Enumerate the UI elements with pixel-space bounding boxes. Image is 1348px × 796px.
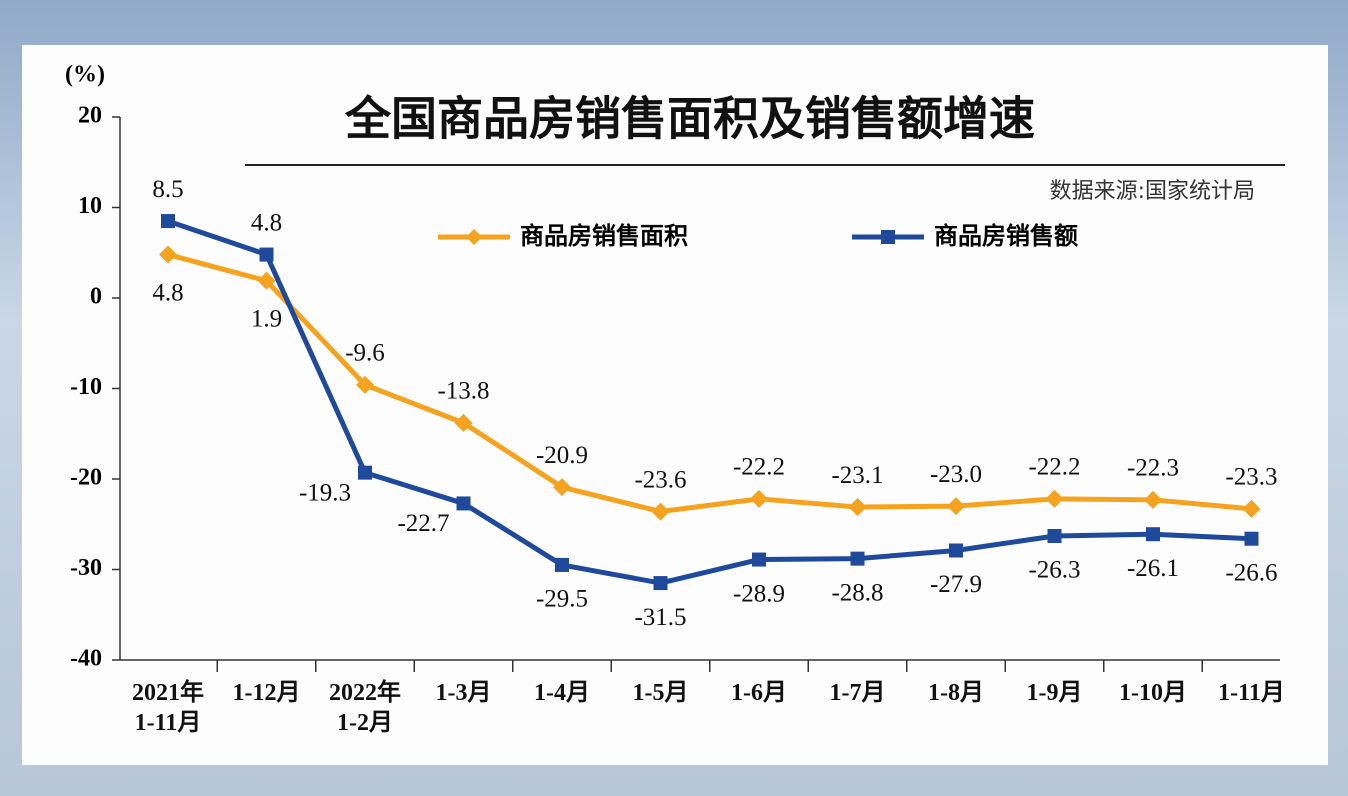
marker — [257, 271, 276, 290]
y-tick-label: 10 — [78, 193, 102, 219]
y-tick-label: -30 — [70, 555, 102, 581]
marker — [752, 552, 766, 567]
y-tick-label: 0 — [90, 284, 102, 310]
marker — [1244, 531, 1259, 546]
marker — [947, 497, 965, 516]
data-label: -22.2 — [1028, 454, 1080, 481]
data-label: -28.9 — [733, 580, 785, 607]
y-tick-label: -10 — [70, 374, 102, 400]
data-label: -13.8 — [437, 378, 489, 405]
data-label: -27.9 — [930, 571, 982, 598]
x-tick-label: 2021年 1-11月 — [132, 680, 204, 736]
x-tick-label: 1-9月 — [1026, 680, 1083, 706]
data-label: -26.3 — [1028, 557, 1080, 584]
y-tick-label: -40 — [70, 646, 102, 672]
x-tick-label: 2022年 1-2月 — [329, 680, 401, 736]
data-label: -20.9 — [536, 442, 588, 469]
marker — [651, 502, 670, 521]
marker — [949, 543, 963, 558]
data-label: 1.9 — [251, 306, 282, 333]
marker — [555, 557, 569, 572]
legend-label: 商品房销售面积 — [520, 222, 688, 250]
marker — [161, 214, 175, 229]
data-label: -19.3 — [299, 479, 351, 506]
data-label: -28.8 — [831, 579, 883, 606]
marker — [356, 375, 374, 394]
data-label: -23.1 — [831, 462, 883, 489]
data-label: -29.5 — [536, 586, 588, 613]
marker — [848, 498, 867, 517]
y-tick-label: 20 — [78, 103, 102, 129]
y-tick-label: -20 — [70, 465, 102, 491]
marker — [850, 551, 865, 566]
marker — [454, 413, 473, 432]
legend-marker — [881, 230, 895, 244]
marker — [1045, 489, 1064, 508]
x-tick-label: 1-4月 — [534, 680, 590, 706]
x-tick-label: 1-8月 — [928, 680, 984, 706]
x-tick-label: 1-11月 — [1218, 680, 1285, 706]
x-tick-label: 1-10月 — [1119, 680, 1187, 706]
data-label: -26.1 — [1127, 555, 1179, 582]
marker — [553, 478, 571, 497]
series-line — [167, 218, 1252, 586]
marker — [653, 576, 668, 591]
chart-title: 全国商品房销售面积及销售额增速 — [344, 92, 1035, 146]
data-label: -22.7 — [397, 510, 449, 537]
marker — [259, 247, 274, 262]
data-label: -31.5 — [634, 604, 686, 631]
marker — [456, 496, 471, 511]
x-tick-label: 1-3月 — [435, 680, 492, 706]
marker — [358, 465, 372, 480]
data-label: 4.8 — [251, 209, 282, 236]
data-label: -22.3 — [1127, 455, 1179, 482]
marker — [1242, 499, 1261, 518]
y-unit: (%) — [65, 62, 105, 88]
data-label: -9.6 — [345, 340, 385, 367]
x-tick-label: 1-7月 — [829, 680, 886, 706]
marker — [750, 489, 768, 508]
legend-marker — [466, 229, 482, 245]
x-tick-label: 1-12月 — [232, 680, 301, 706]
marker — [1146, 527, 1160, 542]
data-label: -26.6 — [1225, 559, 1277, 586]
x-tick-label: 1-5月 — [632, 680, 689, 706]
source: 数据来源:国家统计局 — [1050, 179, 1255, 204]
data-label: -23.6 — [634, 466, 686, 493]
data-label: -23.0 — [930, 461, 982, 488]
x-tick-label: 1-6月 — [731, 680, 787, 706]
legend-label: 商品房销售额 — [934, 222, 1078, 250]
marker — [1144, 490, 1162, 509]
marker — [1047, 529, 1062, 544]
data-label: 4.8 — [152, 279, 183, 306]
marker — [159, 245, 177, 264]
data-label: 8.5 — [152, 176, 183, 203]
data-label: -22.2 — [733, 454, 785, 481]
data-label: -23.3 — [1225, 464, 1277, 491]
series-line — [167, 252, 1252, 515]
